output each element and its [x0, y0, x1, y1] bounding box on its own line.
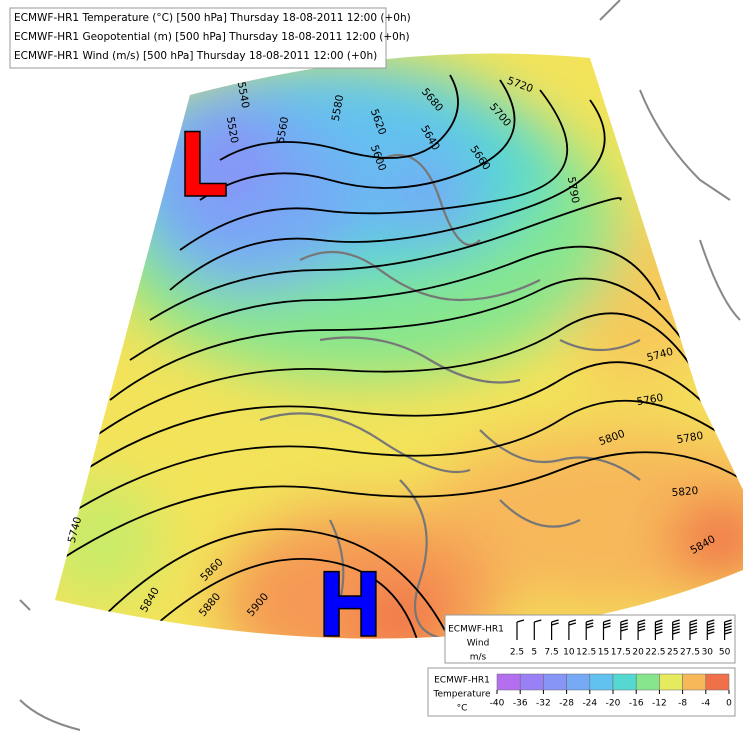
wind-barb-sample — [568, 619, 577, 640]
wind-speed-label: 50 — [719, 648, 731, 658]
wind-barb-sample — [602, 619, 611, 640]
wind-barb-sample — [637, 619, 646, 640]
contour-label: 5760 — [636, 392, 664, 408]
contour-label: 5820 — [671, 485, 699, 499]
temperature-color-bin — [589, 673, 614, 691]
temperature-tick-label: -12 — [652, 699, 667, 709]
wind-speed-label: 15 — [598, 648, 609, 658]
temperature-tick-label: -8 — [678, 699, 687, 709]
temperature-color-bin — [659, 673, 683, 691]
temperature-color-bin — [612, 673, 637, 691]
temperature-legend-unit: °C — [457, 704, 468, 714]
temperature-tick-label: -20 — [606, 699, 621, 709]
wind-barb-sample — [585, 619, 594, 640]
temperature-legend-title: ECMWF-HR1 — [434, 676, 490, 686]
wind-legend-label: Wind — [467, 639, 490, 649]
contour-label-group: 5760 — [636, 392, 664, 408]
wind-barb-sample — [620, 619, 628, 640]
temperature-color-bin — [543, 673, 567, 691]
contour-label: 5520 — [224, 116, 240, 144]
pressure-center: H — [317, 554, 383, 657]
wind-speed-label: 10 — [563, 648, 575, 658]
temperature-tick-label: -36 — [513, 699, 528, 709]
temperature-tick-label: -28 — [559, 699, 574, 709]
wind-speed-label: 25 — [667, 648, 678, 658]
contour-label: 5780 — [676, 430, 704, 446]
temperature-color-bin — [496, 673, 521, 691]
geopotential-contours — [59, 74, 743, 639]
temperature-tick-label: -16 — [629, 699, 644, 709]
wind-legend-title: ECMWF-HR1 — [448, 625, 504, 635]
contour-label: 5580 — [330, 94, 346, 122]
temperature-tick-label: -4 — [701, 699, 710, 709]
contour-label-group: 5790 — [565, 176, 581, 204]
temperature-legend-label: Temperature — [432, 690, 490, 700]
wind-speed-label: 2.5 — [510, 648, 524, 658]
temperature-color-bin — [682, 673, 707, 691]
temperature-tick-label: -24 — [582, 699, 597, 709]
temperature-color-bin — [635, 673, 660, 691]
contour-label-group: 5520 — [224, 116, 240, 144]
country-borders — [259, 154, 641, 639]
contour-label-group: 5820 — [671, 485, 699, 499]
wind-speed-label: 30 — [702, 648, 714, 658]
pressure-center: L — [178, 114, 228, 217]
wind-speed-label: 20 — [632, 648, 644, 658]
temperature-tick-label: -32 — [536, 699, 551, 709]
wind-speed-label: 17.5 — [611, 648, 631, 658]
wind-speed-label: 27.5 — [680, 648, 700, 658]
wind-speed-label: 12.5 — [576, 648, 596, 658]
header-line: ECMWF-HR1 Geopotential (m) [500 hPa] Thu… — [14, 31, 410, 43]
wind-barb-sample — [672, 619, 680, 640]
header-box — [9, 7, 387, 69]
wind-barb-sample — [533, 619, 542, 640]
wind-barb-sample — [551, 619, 559, 640]
temperature-color-bin — [705, 673, 730, 691]
contour-label-group: 5780 — [676, 430, 704, 446]
temperature-color-bin — [519, 673, 544, 691]
header-line: ECMWF-HR1 Wind (m/s) [500 hPa] Thursday … — [14, 50, 377, 62]
wind-legend-unit: m/s — [470, 653, 487, 663]
contour-label-group: 5540 — [235, 81, 251, 109]
wind-barb-sample — [654, 619, 663, 640]
header-line: ECMWF-HR1 Temperature (°C) [500 hPa] Thu… — [14, 12, 411, 24]
temperature-tick-label: 0 — [726, 699, 732, 709]
wind-speed-label: 22.5 — [645, 648, 665, 658]
wind-barb-sample — [706, 619, 715, 640]
contour-label: 5790 — [565, 176, 581, 204]
wind-speed-label: 5 — [531, 648, 537, 658]
contour-label-group: 5580 — [330, 94, 346, 122]
wind-speed-label: 7.5 — [544, 648, 558, 658]
temperature-tick-label: -40 — [490, 699, 505, 709]
wind-legend-box — [444, 614, 736, 664]
wind-barb-sample — [724, 619, 732, 640]
wind-barb-sample — [516, 619, 525, 640]
contour-label: 5540 — [235, 81, 251, 109]
wind-barb-sample — [689, 619, 698, 640]
contour-label: 5560 — [275, 116, 291, 144]
temperature-color-bin — [566, 673, 591, 691]
contour-label-group: 5560 — [275, 116, 291, 144]
